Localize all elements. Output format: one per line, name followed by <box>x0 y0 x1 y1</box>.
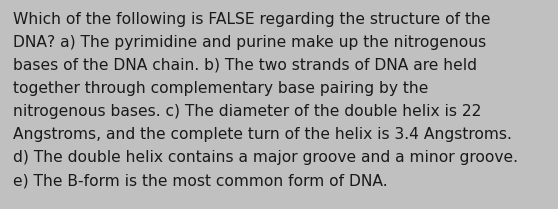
Text: e) The B-form is the most common form of DNA.: e) The B-form is the most common form of… <box>13 173 388 188</box>
Text: Which of the following is FALSE regarding the structure of the: Which of the following is FALSE regardin… <box>13 12 490 27</box>
Text: bases of the DNA chain. b) The two strands of DNA are held: bases of the DNA chain. b) The two stran… <box>13 58 477 73</box>
Text: nitrogenous bases. c) The diameter of the double helix is 22: nitrogenous bases. c) The diameter of th… <box>13 104 482 119</box>
Text: Angstroms, and the complete turn of the helix is 3.4 Angstroms.: Angstroms, and the complete turn of the … <box>13 127 512 142</box>
Text: DNA? a) The pyrimidine and purine make up the nitrogenous: DNA? a) The pyrimidine and purine make u… <box>13 35 486 50</box>
Text: d) The double helix contains a major groove and a minor groove.: d) The double helix contains a major gro… <box>13 150 518 165</box>
Text: together through complementary base pairing by the: together through complementary base pair… <box>13 81 429 96</box>
